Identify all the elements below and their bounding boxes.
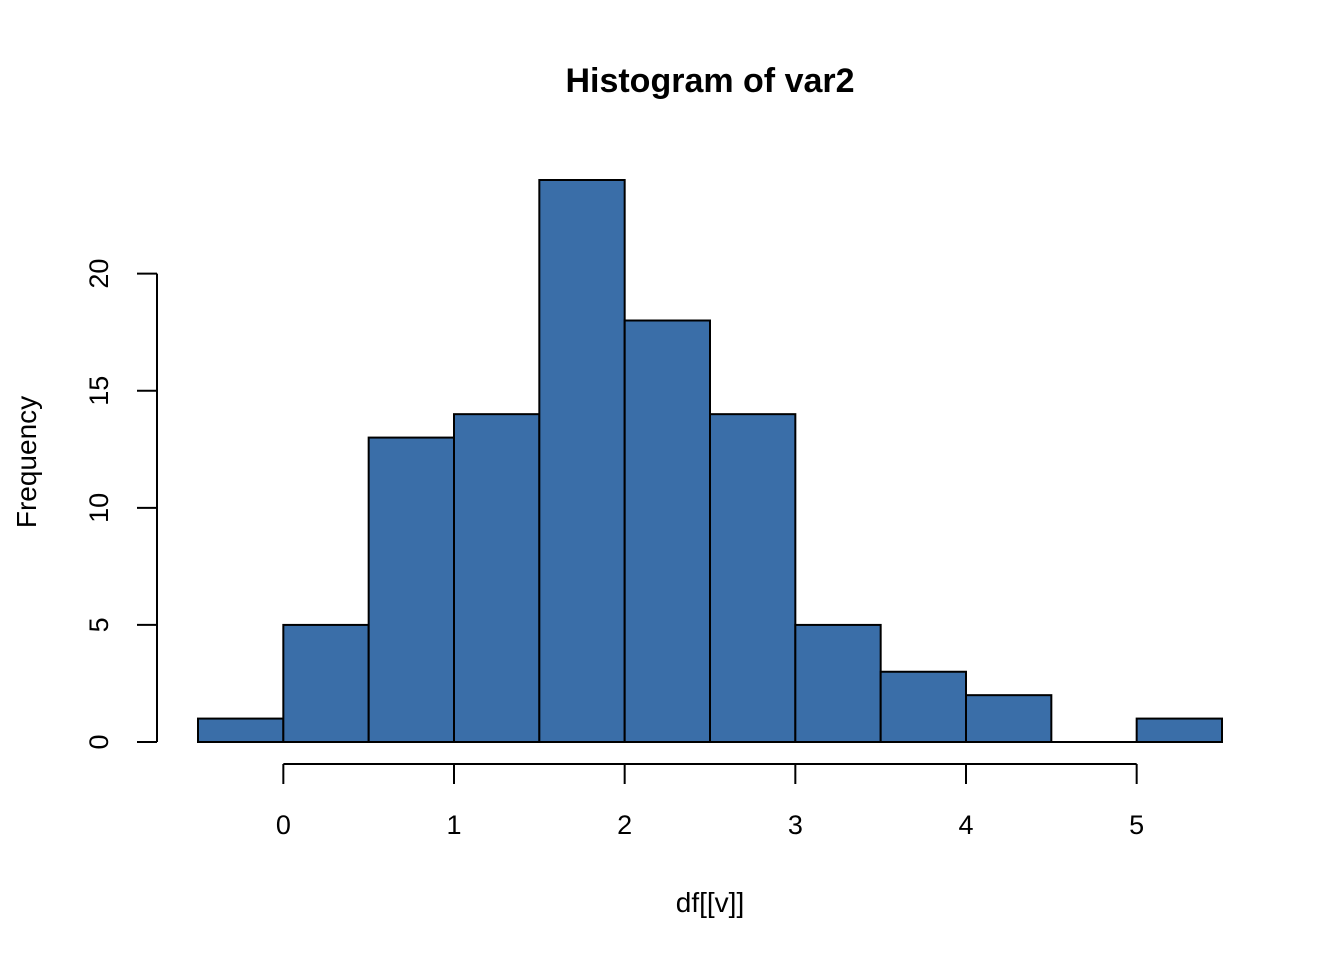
- y-axis: 0 5 10 15 20: [84, 259, 158, 750]
- bars-group: [197, 179, 1223, 744]
- histogram-bar: [965, 694, 1053, 744]
- histogram-bar: [538, 179, 626, 743]
- histogram-bar: [453, 413, 541, 743]
- y-tick-label: 20: [84, 259, 114, 289]
- histogram-bar: [197, 717, 285, 743]
- x-axis: 0 1 2 3 4 5: [276, 763, 1144, 840]
- x-tick-label: 3: [788, 810, 803, 840]
- y-tick-label: 15: [84, 376, 114, 406]
- histogram-bar: [794, 623, 882, 744]
- histogram-bar: [1135, 717, 1223, 743]
- y-tick-label: 5: [84, 617, 114, 632]
- histogram-bar: [623, 319, 712, 743]
- histogram-bar: [367, 436, 455, 743]
- x-tick-label: 5: [1129, 810, 1144, 840]
- x-axis-label: df[[v]]: [676, 887, 744, 918]
- x-tick-label: 4: [958, 810, 973, 840]
- x-tick-label: 1: [446, 810, 461, 840]
- y-tick-label: 10: [84, 493, 114, 523]
- x-tick-label: 0: [276, 810, 291, 840]
- y-tick-label: 0: [84, 734, 114, 749]
- y-axis-label: Frequency: [11, 396, 42, 528]
- x-tick-label: 2: [617, 810, 632, 840]
- chart-title: Histogram of var2: [565, 62, 854, 100]
- histogram-bar: [709, 413, 797, 743]
- histogram-bar: [282, 623, 370, 744]
- histogram-bar: [879, 670, 968, 743]
